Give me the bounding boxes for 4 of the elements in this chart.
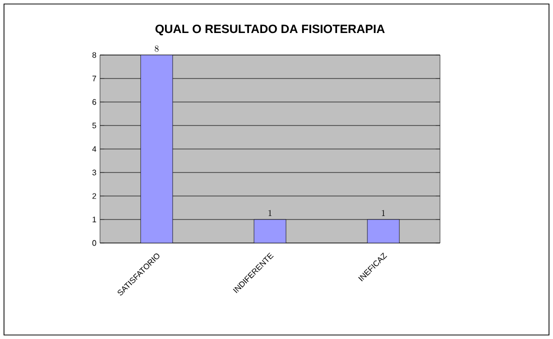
data-label: 1 (382, 210, 385, 216)
data-label: 1 (268, 210, 272, 216)
data-label: 8 (154, 46, 159, 52)
chart-title: QUAL O RESULTADO DA FISIOTERAPIA (155, 24, 385, 36)
